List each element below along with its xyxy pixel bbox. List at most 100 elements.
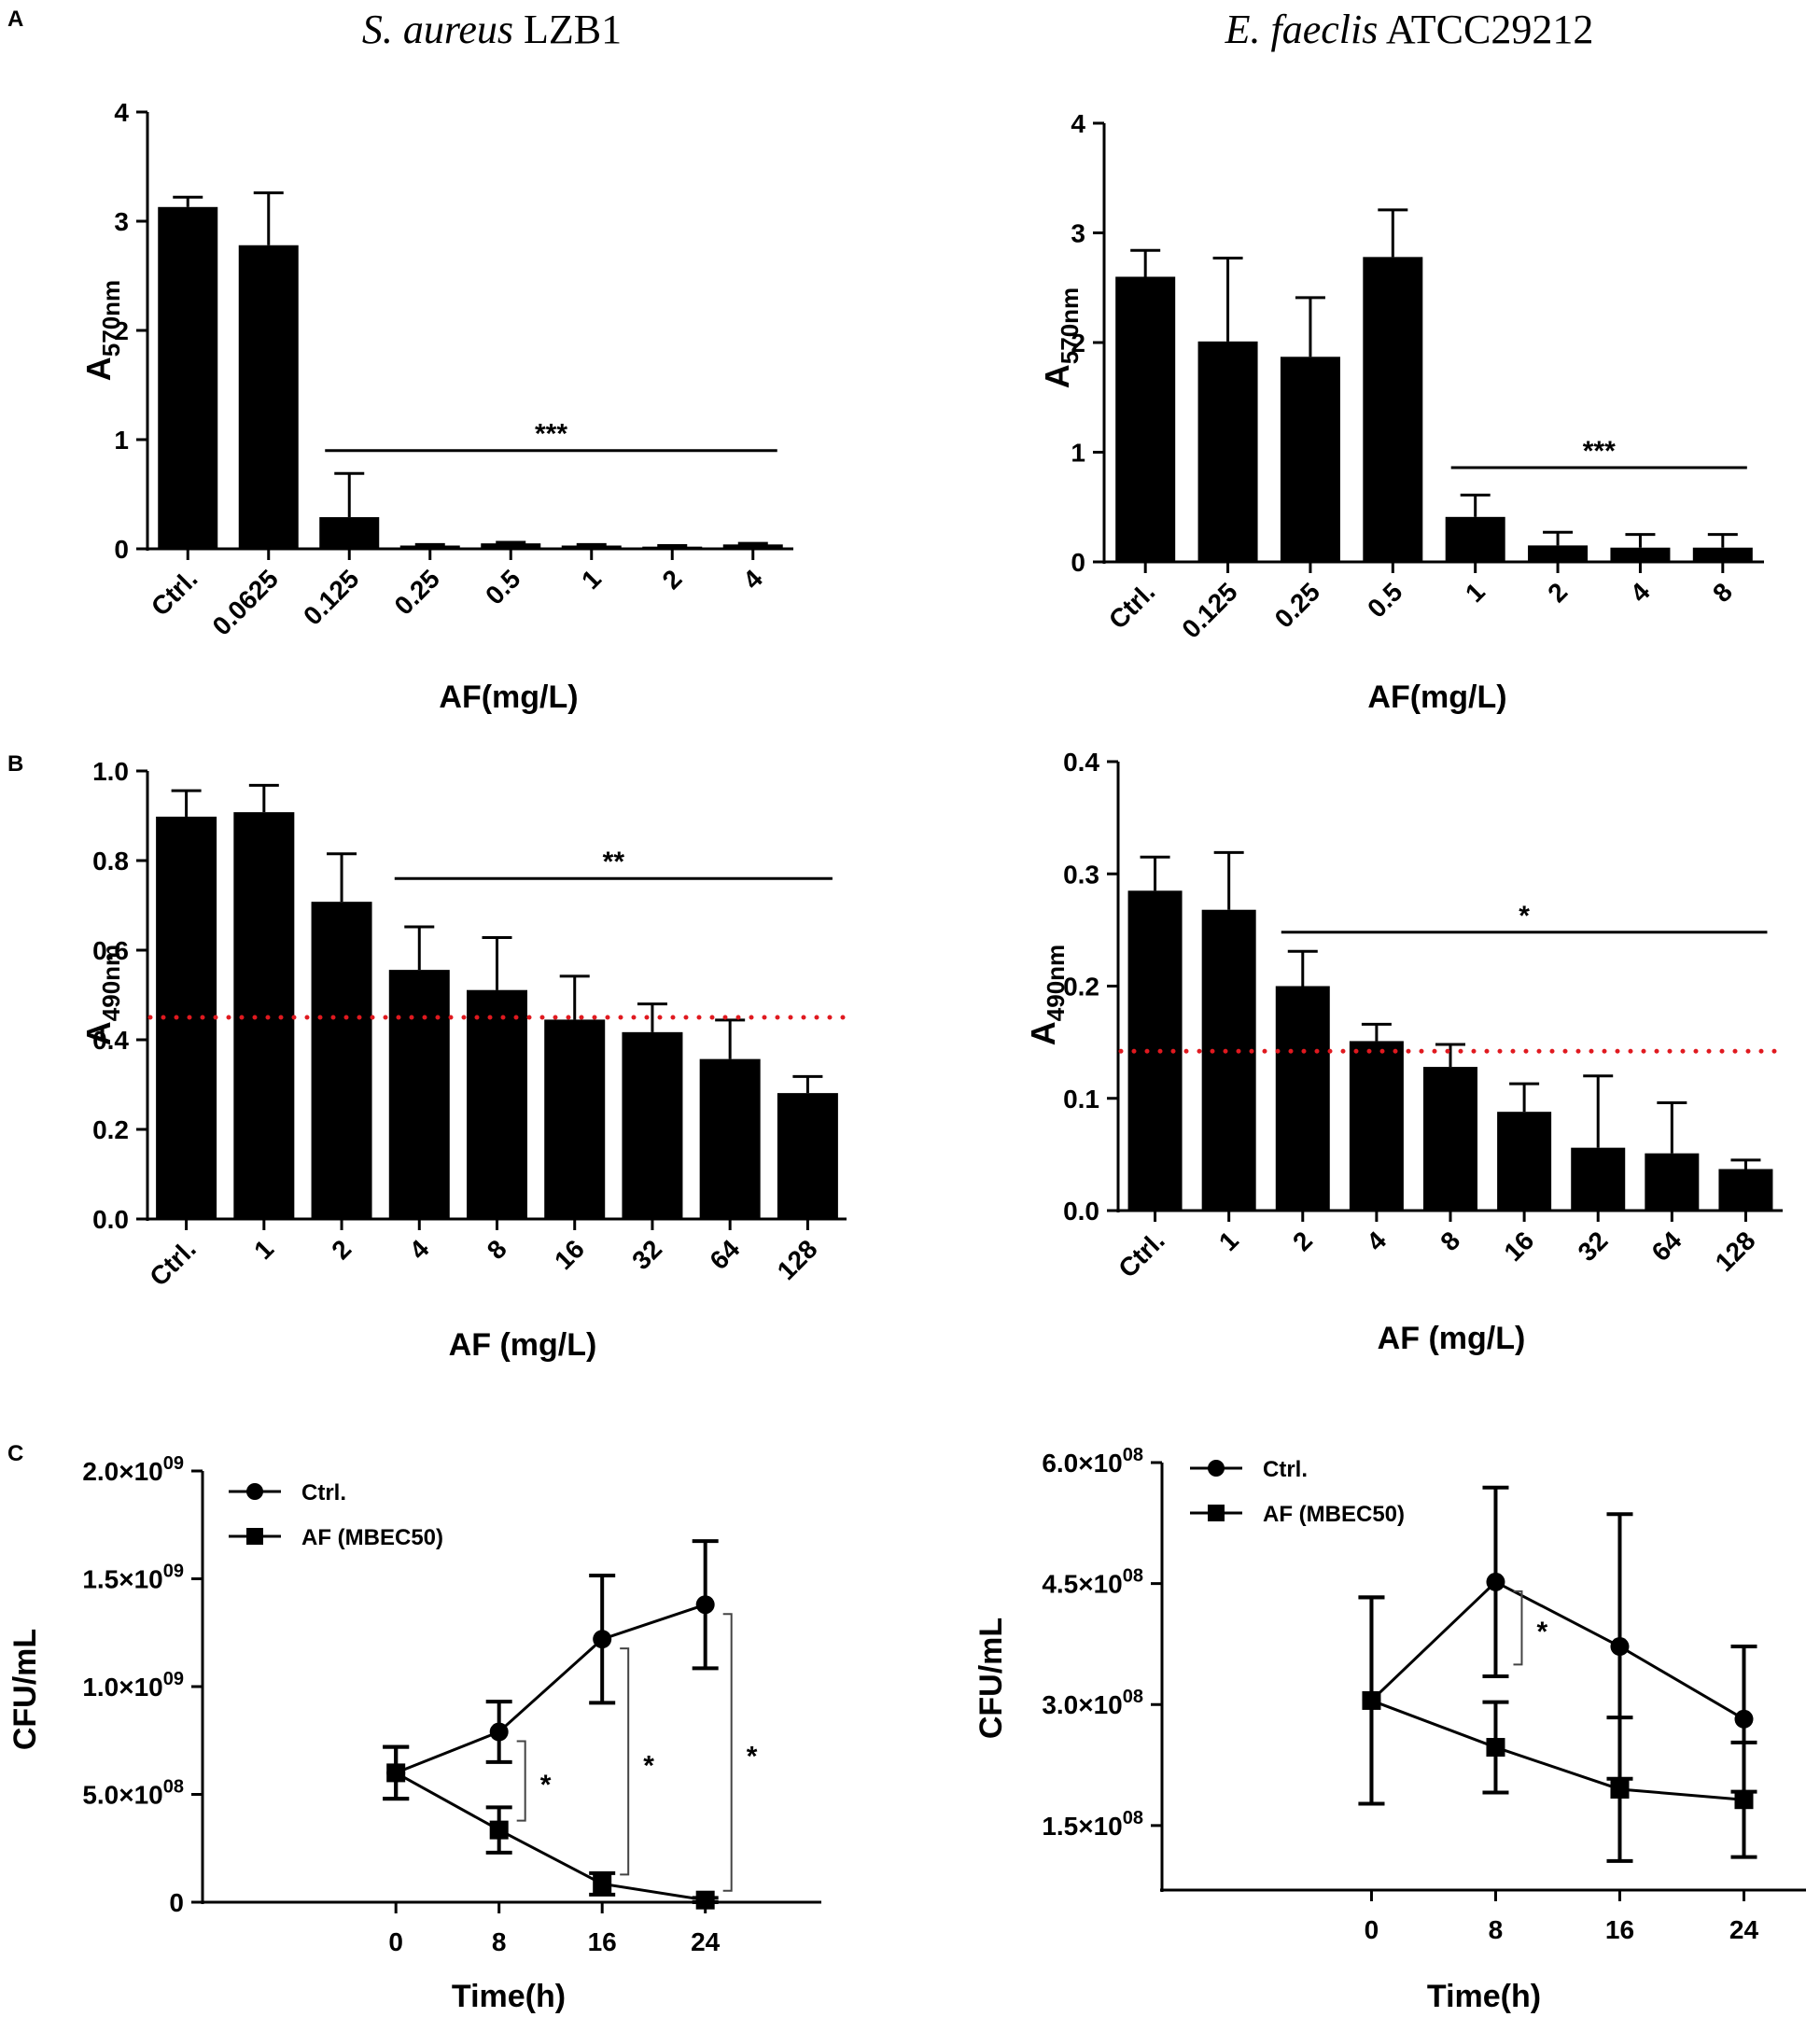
x-tick-label: 24 <box>691 1927 721 1956</box>
x-tick-label: 128 <box>1710 1226 1761 1277</box>
data-point-square <box>1362 1690 1381 1710</box>
y-axis-label-main: A <box>79 357 118 381</box>
bar <box>1718 1169 1773 1211</box>
x-tick-label: 8 <box>492 1927 507 1956</box>
y-tick-label: 3 <box>114 207 129 236</box>
bar <box>642 546 703 549</box>
y-tick-exponent: 08 <box>1123 1566 1143 1587</box>
x-axis-label: AF (mg/L) <box>1378 1321 1526 1356</box>
x-tick-label: 8 <box>1435 1226 1465 1256</box>
x-tick-label: 2 <box>326 1234 357 1265</box>
y-tick-label: 0.8 <box>92 847 129 875</box>
x-tick-label: 32 <box>1573 1226 1614 1267</box>
y-tick-exponent: 09 <box>163 1669 184 1689</box>
y-tick-mantissa: 6.0×10 <box>1042 1449 1122 1478</box>
y-tick-label: 0.1 <box>1063 1085 1099 1114</box>
significance-label: ** <box>603 847 625 877</box>
significance-bracket <box>516 1740 526 1822</box>
bar <box>1275 986 1330 1211</box>
y-tick-label: 0 <box>1071 548 1085 577</box>
y-tick-label: 1.5×1008 <box>1042 1808 1143 1841</box>
x-tick-label: 8 <box>1489 1915 1504 1944</box>
x-tick-label: 4 <box>737 564 768 595</box>
bar <box>156 816 217 1219</box>
data-point-circle <box>489 1722 509 1742</box>
legend-label: AF (MBEC50) <box>1263 1502 1405 1527</box>
significance-bracket <box>1513 1590 1523 1666</box>
x-tick-label: 16 <box>1498 1226 1539 1267</box>
x-tick-label: 0.25 <box>389 564 445 620</box>
bar <box>544 1019 606 1219</box>
significance-label: * <box>643 1750 654 1781</box>
x-tick-label: 4 <box>404 1234 435 1265</box>
x-tick-label: Ctrl. <box>1113 1226 1170 1283</box>
title-species: S. aureus <box>362 7 513 52</box>
bar <box>699 1058 761 1219</box>
x-tick-label: 4 <box>1625 577 1656 608</box>
x-tick-label: 16 <box>588 1927 617 1956</box>
significance-label: *** <box>1583 436 1616 467</box>
data-point-square <box>593 1874 612 1894</box>
bar <box>777 1093 838 1219</box>
x-tick-label: 1 <box>576 564 607 595</box>
x-tick-label: 1 <box>1213 1226 1244 1256</box>
bar <box>1201 909 1256 1211</box>
legend-marker-circle <box>1208 1460 1225 1477</box>
chart-a-left: 0 1 2 3 4 Ctrl. 0.0625 0.125 0.25 0.5 1 2 4 *** A570nm… <box>79 98 793 715</box>
data-point-square <box>1610 1779 1630 1799</box>
panel-label-b: B <box>7 751 23 777</box>
x-tick-label: 24 <box>1729 1915 1759 1944</box>
y-axis-label: CFU/mL <box>7 1629 43 1750</box>
y-axis-label: A490nm <box>79 945 125 1045</box>
y-tick-mantissa: 1.5×10 <box>82 1565 162 1594</box>
y-tick-label: 0.6 <box>92 936 129 965</box>
panel-label-c: C <box>7 1441 23 1466</box>
y-tick-label: 0.2 <box>1063 973 1099 1001</box>
y-tick-exponent: 08 <box>1123 1445 1143 1465</box>
series-line-af <box>1370 1699 1744 1801</box>
bar <box>1528 545 1589 562</box>
y-tick-label: 0.0 <box>92 1205 129 1234</box>
legend-marker-square <box>246 1528 263 1545</box>
x-tick-label: 4 <box>1361 1226 1392 1256</box>
significance-bracket <box>620 1647 630 1876</box>
data-point-circle <box>695 1595 715 1615</box>
x-tick-label: 1 <box>248 1234 279 1265</box>
x-tick-label: 0.0625 <box>207 564 284 640</box>
data-point-square <box>1734 1790 1754 1810</box>
data-point-square <box>386 1763 406 1783</box>
x-tick-label: Ctrl. <box>146 564 203 622</box>
y-tick-mantissa: 5.0×10 <box>82 1781 162 1810</box>
x-tick-label: 16 <box>1605 1915 1634 1944</box>
x-tick-label: 16 <box>549 1234 590 1275</box>
bar <box>1497 1112 1552 1211</box>
x-tick-label: 0.5 <box>1362 577 1407 623</box>
title-species: E. faeclis <box>1225 7 1379 52</box>
data-point-circle <box>593 1630 612 1649</box>
bar <box>1423 1067 1477 1211</box>
y-tick-mantissa: 4.5×10 <box>1042 1570 1122 1599</box>
x-tick-label: 2 <box>1542 577 1573 608</box>
series-line-ctrl <box>395 1603 707 1774</box>
bar <box>1197 341 1258 562</box>
y-axis-label-subscript: 490nm <box>97 945 125 1021</box>
chart-title-left: S. aureus LZB1 <box>362 7 622 52</box>
x-axis-label: AF(mg/L) <box>1367 679 1506 715</box>
y-tick-exponent: 08 <box>163 1777 184 1798</box>
bar <box>722 544 783 549</box>
bar <box>481 543 541 549</box>
bar <box>1349 1041 1404 1211</box>
bar <box>467 989 527 1219</box>
y-axis-label: A570nm <box>1038 287 1084 388</box>
data-point-square <box>695 1890 715 1910</box>
y-tick-label: 0 <box>169 1888 184 1917</box>
series-line-af <box>395 1772 706 1902</box>
data-point-square <box>1486 1738 1505 1758</box>
y-tick-mantissa: 1.5×10 <box>1042 1812 1122 1841</box>
y-tick-label: 5.0×1008 <box>82 1777 184 1810</box>
y-tick-mantissa: 0 <box>169 1888 184 1917</box>
y-tick-label: 2 <box>114 316 129 345</box>
x-axis-label: Time(h) <box>1427 1979 1541 2014</box>
